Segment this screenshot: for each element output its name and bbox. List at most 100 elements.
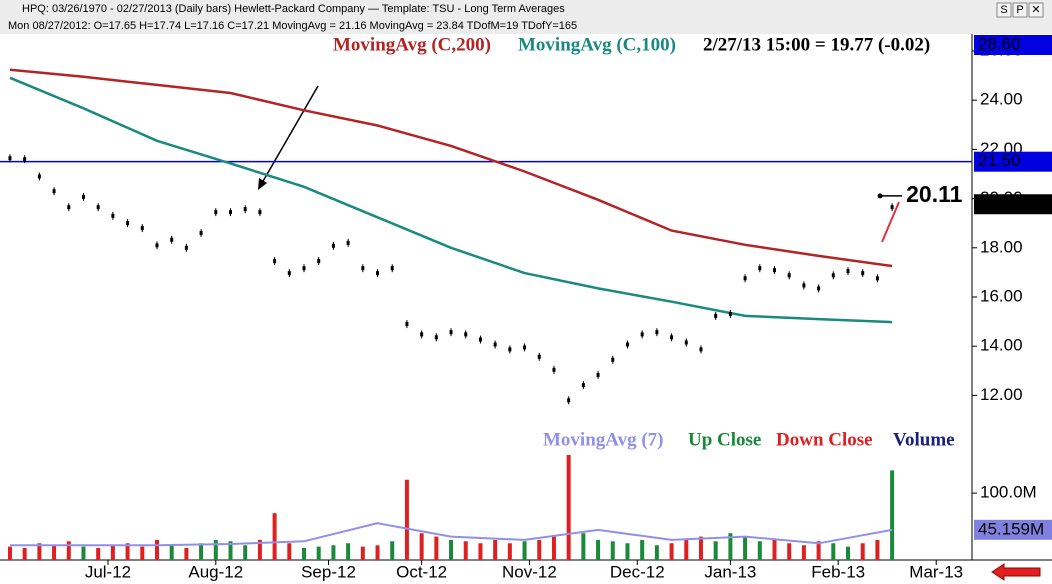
volume-bar [199, 543, 204, 560]
last-price-label: 19.77 [978, 194, 1021, 213]
volume-bar [566, 455, 571, 560]
price-body [817, 286, 821, 291]
price-body [611, 357, 615, 362]
price-body [258, 210, 262, 215]
volume-bar [52, 545, 57, 560]
x-tick-label: Jul-12 [85, 562, 131, 581]
price-body [728, 311, 732, 316]
moving-average-line [9, 76, 893, 324]
button[interactable] [1012, 2, 1028, 18]
price-body [302, 266, 306, 271]
volume-bar [522, 541, 527, 560]
price-body [714, 313, 718, 318]
volume-bar [831, 543, 836, 560]
y-tick-label: 18.00 [980, 237, 1023, 256]
volume-bar [375, 545, 380, 560]
price-body [567, 398, 571, 403]
legend-entry: MovingAvg (C,100) [518, 34, 676, 55]
legend-entry: Volume [893, 429, 955, 450]
price-body [37, 174, 41, 179]
price-body [67, 205, 71, 210]
price-body [405, 322, 409, 327]
price-body [655, 330, 659, 335]
price-body [758, 266, 762, 271]
price-body [684, 340, 688, 345]
volume-bar [243, 545, 248, 560]
price-body [331, 243, 335, 248]
volume-bar [390, 541, 395, 560]
volume-bar [125, 543, 130, 560]
price-body [670, 335, 674, 340]
volume-bar [7, 546, 12, 560]
volume-bar [154, 539, 159, 560]
volume-bar [434, 536, 439, 560]
price-body [449, 330, 453, 335]
volume-bar [22, 547, 27, 560]
y-tick-label: 100.0M [980, 483, 1037, 502]
price-body [523, 345, 527, 350]
price-body [273, 259, 277, 264]
volume-bar [110, 545, 115, 560]
button[interactable] [1028, 2, 1044, 18]
volume-bar [66, 541, 71, 560]
price-body [184, 245, 188, 250]
volume-bar [772, 539, 777, 560]
price-body [699, 347, 703, 352]
price-body [493, 342, 497, 347]
price-body [228, 210, 232, 215]
x-tick-label: Mar-13 [909, 562, 963, 581]
price-body [81, 194, 85, 199]
price-body [199, 231, 203, 236]
price-body [508, 347, 512, 352]
volume-bar [890, 470, 895, 560]
value-box [974, 519, 1052, 540]
price-body [243, 207, 247, 212]
volume-bar [846, 546, 851, 560]
high-dot [877, 193, 883, 199]
x-tick-label: Feb-13 [811, 562, 865, 581]
legend-entry: Down Close [776, 429, 873, 450]
value-box [974, 194, 1052, 215]
price-body [52, 189, 56, 194]
price-body [170, 237, 174, 242]
volume-bar [463, 541, 468, 560]
volume-bar [346, 543, 351, 560]
price-body [434, 335, 438, 340]
price-body [831, 273, 835, 278]
volume-bar [713, 541, 718, 560]
value-box [974, 151, 1052, 172]
price-body [640, 332, 644, 337]
price-body [390, 266, 394, 271]
top-value-label: 28.60 [978, 34, 1021, 53]
price-body [23, 157, 27, 162]
volume-bar [537, 539, 542, 560]
price-body [126, 221, 130, 226]
volume-bar [801, 545, 806, 560]
legend-entry: MovingAvg (C,200) [333, 34, 491, 55]
volume-bar [610, 541, 615, 560]
volume-bar [184, 547, 189, 560]
volume-bar [140, 546, 145, 560]
buttons: S P ✕ [996, 2, 1044, 18]
header-bar [0, 0, 1052, 34]
price-body [155, 243, 159, 248]
volume-bar [404, 479, 409, 560]
button-label: ✕ [1031, 4, 1040, 16]
volume-bar [419, 533, 424, 560]
price-body [420, 332, 424, 337]
price-body [361, 266, 365, 271]
volume-bar [787, 543, 792, 560]
volume-bar [654, 545, 659, 560]
scroll-arrow[interactable] [991, 563, 1041, 581]
button[interactable] [996, 2, 1012, 18]
price-body [890, 205, 894, 210]
price-body [8, 156, 12, 161]
y-tick-label: 24.00 [980, 90, 1023, 109]
y-tick-label: 16.00 [980, 286, 1023, 305]
button-label: P [1016, 4, 1023, 16]
volume-bar [860, 543, 865, 560]
x-tick-label: Sep-12 [301, 562, 356, 581]
price-body [846, 269, 850, 274]
